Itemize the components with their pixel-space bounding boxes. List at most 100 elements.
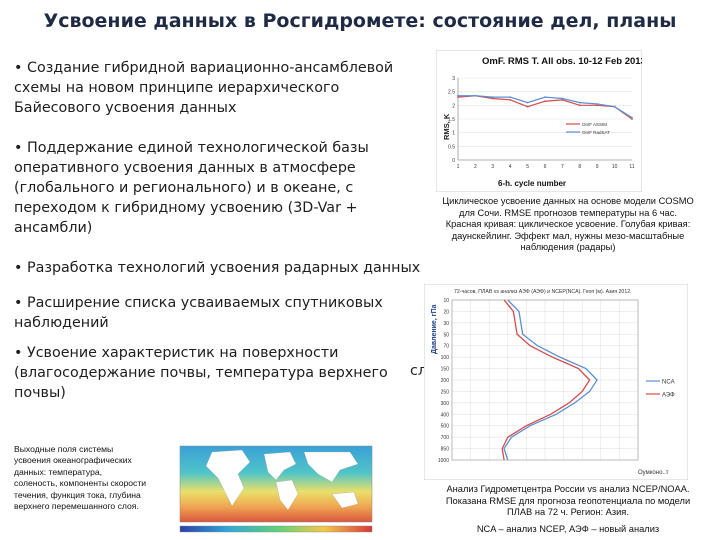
rms-ytick-label: 0 (452, 158, 455, 164)
rms-data-point (491, 96, 494, 99)
bullet-line: переходом к гибридному усвоению (3D-Var … (14, 200, 358, 216)
profile-chart-title: 72-часов. ПЛАВ vs анализ АЭФ (АЭФ) и NCE… (454, 289, 632, 295)
rms-xtick-label: 7 (561, 164, 564, 170)
rms-ytick-label: 3 (452, 76, 455, 82)
profile-ytick-label: 200 (441, 378, 450, 384)
caption-line: данных: температура, (14, 466, 103, 477)
rms-data-point (544, 96, 546, 99)
rms-xtick-label: 5 (526, 164, 529, 170)
profile-ytick-label: 300 (441, 401, 450, 407)
bullet-line: • Расширение списка усваиваемых спутнико… (14, 295, 383, 311)
rms-data-point (509, 98, 512, 101)
rms-ytick-label: 2 (452, 103, 455, 109)
profile-legend-nca: NCA (662, 380, 675, 386)
rms-data-point (631, 116, 633, 119)
profile-ytick-label: 20 (443, 309, 449, 315)
rms-chart-xlabel: 6-h. cycle number (498, 179, 566, 188)
rms-xtick-label: 3 (491, 164, 494, 170)
profile-ytick-label: 500 (441, 424, 450, 430)
rms-data-point (578, 101, 581, 104)
rms-xtick-label: 8 (578, 164, 581, 170)
rms-data-point (474, 94, 477, 97)
bullet-line: • Поддержание единой технологической баз… (14, 140, 369, 156)
caption-line: наблюдения (радары) (520, 242, 616, 252)
profile-ytick-label: 1000 (438, 458, 449, 464)
rms-chart-caption: Циклическое усвоение данных на основе мо… (418, 196, 718, 254)
caption-line: для Сочи. RMSE прогнозов температуры на … (459, 207, 677, 218)
bullet-line: наблюдений (14, 315, 109, 331)
rms-ytick-label: 0.5 (448, 144, 455, 150)
caption-line: верхнего перемешанного слоя. (14, 501, 139, 512)
rms-data-point (578, 104, 581, 107)
profile-ytick-label: 700 (441, 435, 450, 441)
profile-ytick-label: 10 (443, 298, 449, 304)
caption-line: Циклическое усвоение данных на основе мо… (442, 196, 694, 206)
bullet-line: • Создание гибридной вариационно-ансамбл… (14, 60, 394, 76)
caption-line: течения, функция тока, глубина (14, 489, 141, 500)
profile-chart-footer: NCA – анализ NCEP, АЭФ – новый анализ (476, 524, 660, 534)
rms-data-point (596, 104, 599, 107)
rms-ytick-label: 1.5 (448, 117, 455, 123)
caption-line: Выходные поля системы (14, 444, 114, 454)
profile-series-line (503, 299, 598, 461)
profile-series-line (501, 299, 591, 461)
ocean-analysis-map (179, 445, 373, 533)
bullet-tech-base: • Поддержание единой технологической баз… (14, 138, 369, 238)
bullet-surface: • Усвоение характеристик на поверхности … (14, 343, 388, 403)
rms-xtick-label: 6 (544, 164, 547, 170)
cut-off-text: сл (410, 363, 427, 379)
ocean-map-caption: Выходные поля системы усвоения океаногра… (14, 444, 174, 512)
profile-ytick-label: 100 (441, 355, 450, 361)
rms-xtick-label: 10 (612, 164, 618, 170)
caption-line: Анализ Гидрометцентра России vs анализ N… (446, 484, 690, 494)
caption-line: ПЛАВ на 72 ч. Регион: Азия. (507, 507, 629, 517)
rms-xtick-label: 2 (474, 164, 477, 170)
profile-ytick-label: 70 (443, 344, 449, 350)
rms-xtick-label: 9 (596, 164, 599, 170)
rms-data-point (457, 96, 459, 99)
rms-data-point (596, 103, 599, 105)
bullet-satellite: • Расширение списка усваиваемых спутнико… (14, 293, 383, 333)
caption-line: Красная кривая: циклическое усвоение. Го… (445, 219, 691, 229)
bullet-line: • Усвоение характеристик на поверхности (14, 345, 339, 361)
rms-chart-legend: OmF ASSIM OmF RadSAT (566, 122, 610, 135)
bullet-line: (влагосодержание почвы, температура верх… (14, 365, 388, 381)
slide-title: Усвоение данных в Росгидромете: состояни… (43, 10, 677, 32)
profile-chart-legend: NCA АЭФ (646, 380, 675, 399)
rms-xtick-label: 4 (509, 164, 512, 170)
bullet-hybrid-scheme: • Создание гибридной вариационно-ансамбл… (14, 58, 393, 118)
land-masses (205, 449, 359, 511)
rms-data-point (631, 118, 633, 120)
profile-ytick-label: 150 (441, 367, 450, 373)
rms-legend-radsat: OmF RadSAT (582, 130, 610, 135)
profile-chart-corner: Оумконо..т (638, 470, 669, 476)
rms-data-point (491, 97, 494, 100)
bullet-line: почвы) (14, 385, 66, 401)
caption-line: Показана RMSE для прогноза геопотенциала… (445, 495, 691, 506)
profile-chart-caption: Анализ Гидрометцентра России vs анализ N… (418, 484, 718, 519)
caption-line: усвоения океанографических (14, 455, 132, 466)
caption-line: даунскейлинг. Эффект мал, нужны мезо-мас… (451, 230, 685, 241)
bullet-line: ансамбли) (14, 220, 93, 236)
profile-ytick-label: 50 (443, 332, 449, 338)
rms-legend-assim: OmF ASSIM (582, 122, 607, 127)
bullet-radar: • Разработка технологий усвоения радарны… (14, 258, 420, 278)
rms-data-point (544, 100, 546, 103)
rms-xtick-label: 11 (629, 164, 634, 170)
bullet-line: Байесового усвоения данных (14, 100, 237, 116)
profile-ytick-label: 30 (443, 321, 449, 327)
profile-ytick-label: 250 (441, 389, 450, 395)
rms-data-point (561, 98, 564, 101)
rms-data-point (526, 101, 529, 104)
rms-data-point (457, 94, 459, 97)
bullet-line: схемы на новом принципе иерархического (14, 80, 340, 96)
profile-chart-ylabel: Давление, гПа (431, 304, 438, 354)
rms-chart: OmF. RMS T. All obs. 10-12 Feb 2013 RMS,… (436, 50, 642, 192)
profile-ytick-label: 850 (441, 447, 450, 453)
rms-ytick-label: 2.5 (448, 90, 455, 96)
bullet-line: (глобального и регионального) и в океане… (14, 180, 354, 196)
profile-plot-frame (451, 299, 639, 461)
bullet-line: оперативного усвоения данных в атмосфере (14, 160, 356, 176)
rms-data-point (526, 105, 529, 108)
rms-data-point (613, 105, 616, 108)
